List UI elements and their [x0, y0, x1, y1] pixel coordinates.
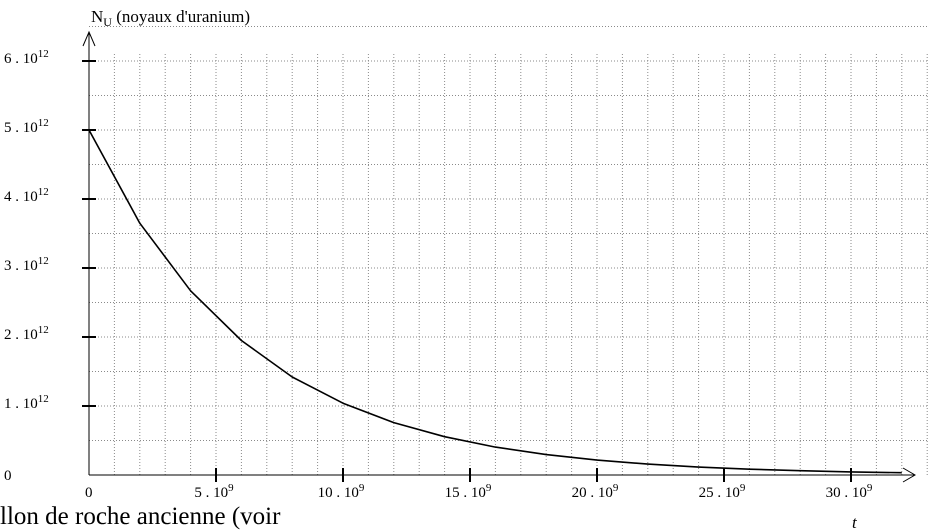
x-tick-label: 10 . 109 — [318, 482, 365, 501]
x-tick-label: 25 . 109 — [699, 482, 746, 501]
tick-labels: 0 1 . 1012 2 . 1012 3 . 1012 4 . 1012 5 . 101… — [4, 48, 873, 501]
x-tick-label: 30 . 109 — [826, 482, 873, 501]
y-tick-label: 5 . 1012 — [4, 117, 49, 136]
x-axis-label: t — [852, 513, 858, 531]
y-tick-label: 0 — [4, 468, 12, 484]
x-tick-label: 15 . 109 — [445, 482, 492, 501]
y-axis-label: NU (noyaux d'uranium) — [91, 7, 250, 29]
x-tick-label: 20 . 109 — [572, 482, 619, 501]
decay-curve — [88, 129, 902, 474]
x-tick-label: 0 — [85, 485, 93, 501]
series — [88, 129, 902, 474]
y-tick-label: 3 . 1012 — [4, 255, 49, 274]
grid — [89, 26, 928, 475]
y-tick-label: 1 . 1012 — [4, 393, 49, 412]
y-axis-arrow — [82, 30, 96, 47]
caption-text: llon de roche ancienne (voir — [0, 503, 281, 530]
y-tick-label: 2 . 1012 — [4, 324, 49, 343]
ticks — [82, 60, 852, 482]
y-tick-label: 6 . 1012 — [4, 48, 49, 67]
axes — [82, 30, 916, 483]
y-tick-label: 4 . 1012 — [4, 186, 49, 205]
x-axis-arrow — [902, 467, 916, 483]
x-tick-label: 5 . 109 — [194, 482, 234, 501]
